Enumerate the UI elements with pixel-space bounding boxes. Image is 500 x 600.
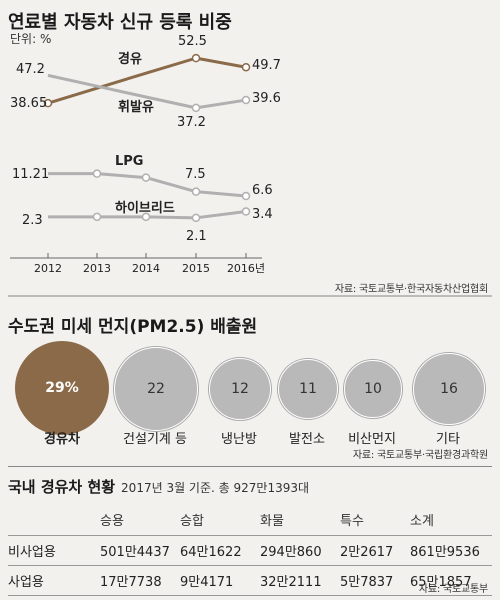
data-point — [191, 53, 201, 63]
x-tick-label: 2016년 — [227, 262, 265, 275]
bubble-value-label: 12 — [231, 380, 249, 397]
table-cell: 17만7738 — [100, 565, 180, 596]
diesel-status-table: 승용 승합 화물 특수 소계 비사업용 501만4437 64만1622 294… — [8, 506, 492, 596]
data-label: 2.1 — [186, 229, 207, 244]
series-label: LPG — [115, 154, 143, 169]
data-point — [141, 212, 151, 222]
data-point — [191, 103, 201, 113]
chart1-unit: 단위: % — [10, 32, 52, 46]
data-point — [92, 212, 102, 222]
x-tick-label: 2012 — [34, 262, 62, 275]
table-cell: 2만2617 — [340, 535, 410, 566]
data-label: 47.2 — [16, 62, 45, 77]
data-label: 49.7 — [252, 58, 281, 73]
table-cell: 비사업용 — [8, 535, 100, 566]
table-cell: 501만4437 — [100, 535, 180, 566]
bubble-category-label: 경유차 — [44, 432, 80, 447]
section-divider — [8, 466, 492, 467]
table-cell: 사업용 — [8, 565, 100, 596]
bubble-value-label: 10 — [364, 380, 382, 397]
data-label: 3.4 — [252, 207, 273, 222]
table-row: 비사업용 501만4437 64만1622 294만860 2만2617 861… — [8, 535, 492, 566]
chart2-title: 수도권 미세 먼지(PM2.5) 배출원 — [8, 317, 258, 337]
table-row: 사업용 17만7738 9만4171 32만2111 5만7837 65만185… — [8, 565, 492, 596]
data-point — [141, 173, 151, 182]
chart1-title: 연료별 자동차 신규 등록 비중 — [8, 12, 232, 33]
bubble-4: 10 — [344, 360, 402, 418]
pm25-bubble-chart: 29% 22 12 11 10 16 — [0, 340, 500, 450]
data-point — [241, 95, 251, 105]
data-point — [92, 169, 102, 178]
table-cell: 5만7837 — [340, 565, 410, 596]
table-cell: 861만9536 — [410, 535, 492, 566]
bubble-category-label: 기타 — [436, 432, 460, 447]
data-point — [241, 207, 251, 216]
series-line-p1-1 — [47, 73, 247, 110]
data-point — [191, 187, 201, 196]
bubble-0: 29% — [15, 341, 109, 435]
data-label: 2.3 — [22, 213, 43, 228]
data-label: 37.2 — [177, 115, 206, 130]
table-subtitle: 2017년 3월 기준. 총 927만1393대 — [121, 481, 310, 495]
series-label: 경유 — [118, 51, 142, 67]
table-header-cell: 승합 — [180, 514, 204, 529]
bubble-1: 22 — [114, 347, 198, 431]
table-cell: 9만4171 — [180, 565, 260, 596]
data-point — [43, 98, 53, 108]
table-cell: 294만860 — [260, 535, 340, 566]
table-cell: 65만1857 — [410, 565, 492, 596]
bubble-value-label: 29% — [45, 380, 79, 396]
data-label: 6.6 — [252, 183, 273, 198]
table-title: 국내 경유차 현황 2017년 3월 기준. 총 927만1393대 — [8, 476, 309, 497]
table-header-cell — [8, 506, 100, 536]
series-line-p1-0 — [47, 56, 247, 105]
table-cell: 32만2111 — [260, 565, 340, 596]
table-title-text: 국내 경유차 현황 — [8, 478, 116, 496]
x-tick-label: 2015 — [182, 262, 210, 275]
data-point — [191, 213, 201, 223]
bubble-category-label: 발전소 — [289, 432, 325, 447]
data-label: 38.65 — [10, 96, 47, 111]
chart2-source: 자료: 국토교통부·국립환경과학원 — [352, 450, 488, 461]
table-source: 자료: 국토교통부 — [418, 584, 488, 595]
bubble-value-label: 11 — [299, 380, 317, 397]
bubble-category-label: 비산먼지 — [348, 432, 396, 447]
bubble-3: 11 — [278, 359, 338, 419]
bubble-category-label: 건설기계 등 — [123, 432, 187, 447]
data-label: 52.5 — [178, 34, 207, 49]
series-label: 하이브리드 — [115, 200, 175, 216]
table-header-row: 승용 승합 화물 특수 소계 — [8, 506, 492, 536]
table-cell: 64만1622 — [180, 535, 260, 566]
data-label: 39.6 — [252, 91, 281, 106]
data-point — [241, 62, 251, 72]
series-label: 휘발유 — [118, 99, 154, 115]
table-header-cell: 승용 — [100, 514, 124, 529]
x-tick-label: 2013 — [83, 262, 111, 275]
chart1-source: 자료: 국토교통부·한국자동차산업협회 — [334, 284, 488, 295]
x-tick-label: 2014 — [132, 262, 160, 275]
table-header-cell: 소계 — [410, 514, 434, 529]
bubble-value-label: 16 — [440, 380, 458, 397]
table-header-cell: 특수 — [340, 514, 364, 529]
bubble-2: 12 — [208, 357, 272, 421]
bubble-value-label: 22 — [147, 380, 165, 397]
data-point — [241, 191, 251, 201]
data-label: 7.5 — [185, 167, 206, 182]
table-header-cell: 화물 — [260, 514, 284, 529]
bubble-5: 16 — [413, 353, 485, 425]
data-label: 11.21 — [12, 167, 49, 182]
bubble-category-label: 냉난방 — [221, 432, 257, 447]
